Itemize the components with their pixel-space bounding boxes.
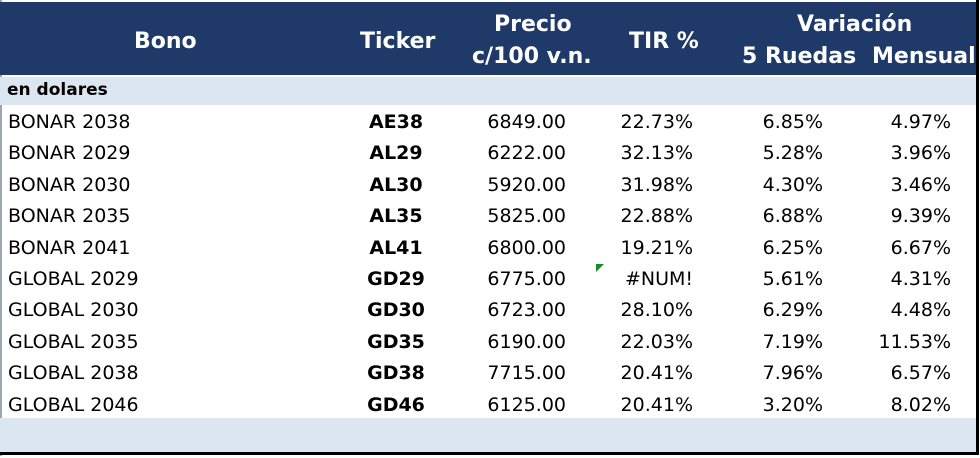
cell-mensual: 4.48% bbox=[890, 299, 951, 322]
cell-bono: BONAR 2035 bbox=[8, 205, 131, 228]
cell-ticker: GD35 bbox=[367, 330, 425, 353]
table-header: Bono Ticker Precio c/100 v.n. TIR % Vari… bbox=[0, 2, 976, 75]
table-row[interactable]: GLOBAL 2046 GD46 6125.00 20.41% 3.20% 8.… bbox=[0, 389, 976, 420]
cell-tir: 32.13% bbox=[620, 142, 693, 165]
cell-ticker: GD38 bbox=[367, 362, 425, 385]
sheet-left-edge bbox=[0, 0, 2, 456]
table-footer bbox=[0, 418, 976, 452]
cell-tir: 31.98% bbox=[620, 173, 693, 196]
cell-5-ruedas: 6.85% bbox=[762, 111, 823, 133]
table-body: BONAR 2038 AE38 6849.00 22.73% 6.85% 4.9… bbox=[0, 106, 976, 420]
cell-ticker: AL41 bbox=[369, 236, 423, 259]
cell-mensual: 4.31% bbox=[890, 267, 951, 290]
cell-ticker: GD30 bbox=[367, 299, 425, 322]
cell-precio: 5825.00 bbox=[487, 205, 566, 228]
cell-precio: 6775.00 bbox=[487, 267, 566, 290]
table-row[interactable]: BONAR 2030 AL30 5920.00 31.98% 4.30% 3.4… bbox=[0, 169, 976, 200]
cell-tir: 19.21% bbox=[620, 236, 693, 259]
cell-mensual: 8.02% bbox=[890, 393, 951, 416]
cell-tir: 20.41% bbox=[620, 393, 693, 416]
cell-precio: 6723.00 bbox=[487, 299, 566, 322]
header-bono: Bono bbox=[134, 29, 197, 54]
cell-bono: BONAR 2030 bbox=[8, 173, 131, 196]
header-precio-line1: Precio bbox=[494, 12, 572, 37]
cell-bono: GLOBAL 2029 bbox=[8, 267, 139, 290]
cell-bono: GLOBAL 2030 bbox=[8, 299, 139, 322]
cell-tir: 22.88% bbox=[620, 205, 693, 228]
cell-5-ruedas: 7.96% bbox=[762, 362, 823, 385]
table-row[interactable]: GLOBAL 2030 GD30 6723.00 28.10% 6.29% 4.… bbox=[0, 294, 976, 325]
cell-5-ruedas: 4.30% bbox=[762, 173, 823, 196]
cell-ticker: AL29 bbox=[369, 142, 423, 165]
cell-precio: 6125.00 bbox=[487, 393, 566, 416]
cell-precio: 6190.00 bbox=[487, 330, 566, 353]
cell-precio: 7715.00 bbox=[487, 362, 566, 385]
cell-tir: 28.10% bbox=[620, 299, 693, 322]
cell-ticker: GD46 bbox=[367, 393, 425, 416]
table-row[interactable]: BONAR 2038 AE38 6849.00 22.73% 6.85% 4.9… bbox=[0, 106, 976, 137]
cell-mensual: 11.53% bbox=[878, 330, 951, 353]
cell-5-ruedas: 6.25% bbox=[762, 236, 823, 259]
cell-mensual: 3.96% bbox=[890, 142, 951, 165]
table-row[interactable]: GLOBAL 2029 GD29 6775.00 #NUM! 5.61% 4.3… bbox=[0, 263, 976, 294]
cell-5-ruedas: 6.88% bbox=[762, 205, 823, 228]
header-tir: TIR % bbox=[629, 29, 699, 54]
cell-bono: BONAR 2041 bbox=[8, 236, 131, 259]
header-precio-line2: c/100 v.n. bbox=[472, 44, 592, 69]
cell-ticker: AL30 bbox=[369, 173, 423, 196]
cell-5-ruedas: 5.28% bbox=[762, 142, 823, 165]
section-row-en-dolares: en dolares bbox=[0, 77, 976, 105]
cell-bono: GLOBAL 2046 bbox=[8, 393, 139, 416]
cell-bono: GLOBAL 2038 bbox=[8, 362, 139, 385]
table-row[interactable]: BONAR 2029 AL29 6222.00 32.13% 5.28% 3.9… bbox=[0, 137, 976, 168]
cell-5-ruedas: 6.29% bbox=[762, 299, 823, 322]
cell-tir: #NUM! bbox=[624, 267, 693, 290]
cell-bono: BONAR 2029 bbox=[8, 142, 131, 165]
header-ticker: Ticker bbox=[360, 29, 436, 54]
cell-tir: 22.73% bbox=[620, 111, 693, 133]
cell-bono: BONAR 2038 bbox=[8, 111, 131, 133]
header-5-ruedas: 5 Ruedas bbox=[742, 44, 857, 69]
section-label: en dolares bbox=[7, 80, 108, 100]
cell-ticker: GD29 bbox=[367, 267, 425, 290]
cell-mensual: 9.39% bbox=[890, 205, 951, 228]
cell-mensual: 6.57% bbox=[890, 362, 951, 385]
table-row[interactable]: GLOBAL 2035 GD35 6190.00 22.03% 7.19% 11… bbox=[0, 326, 976, 357]
cell-ticker: AL35 bbox=[369, 205, 423, 228]
cell-ticker: AE38 bbox=[368, 111, 424, 133]
cell-precio: 6849.00 bbox=[487, 111, 566, 133]
cell-bono: GLOBAL 2035 bbox=[8, 330, 139, 353]
table-row[interactable]: GLOBAL 2038 GD38 7715.00 20.41% 7.96% 6.… bbox=[0, 357, 976, 388]
cell-precio: 6222.00 bbox=[487, 142, 566, 165]
cell-mensual: 4.97% bbox=[890, 111, 951, 133]
cell-tir: 20.41% bbox=[620, 362, 693, 385]
error-indicator-icon bbox=[596, 264, 604, 272]
header-variacion: Variación bbox=[797, 12, 913, 37]
cell-mensual: 3.46% bbox=[890, 173, 951, 196]
cell-precio: 6800.00 bbox=[487, 236, 566, 259]
cell-5-ruedas: 3.20% bbox=[762, 393, 823, 416]
cell-precio: 5920.00 bbox=[487, 173, 566, 196]
cell-tir: 22.03% bbox=[620, 330, 693, 353]
table-row[interactable]: BONAR 2035 AL35 5825.00 22.88% 6.88% 9.3… bbox=[0, 200, 976, 231]
cell-5-ruedas: 7.19% bbox=[762, 330, 823, 353]
header-mensual: Mensual bbox=[872, 44, 976, 69]
table-row[interactable]: BONAR 2041 AL41 6800.00 19.21% 6.25% 6.6… bbox=[0, 232, 976, 263]
cell-5-ruedas: 5.61% bbox=[762, 267, 823, 290]
cell-mensual: 6.67% bbox=[890, 236, 951, 259]
